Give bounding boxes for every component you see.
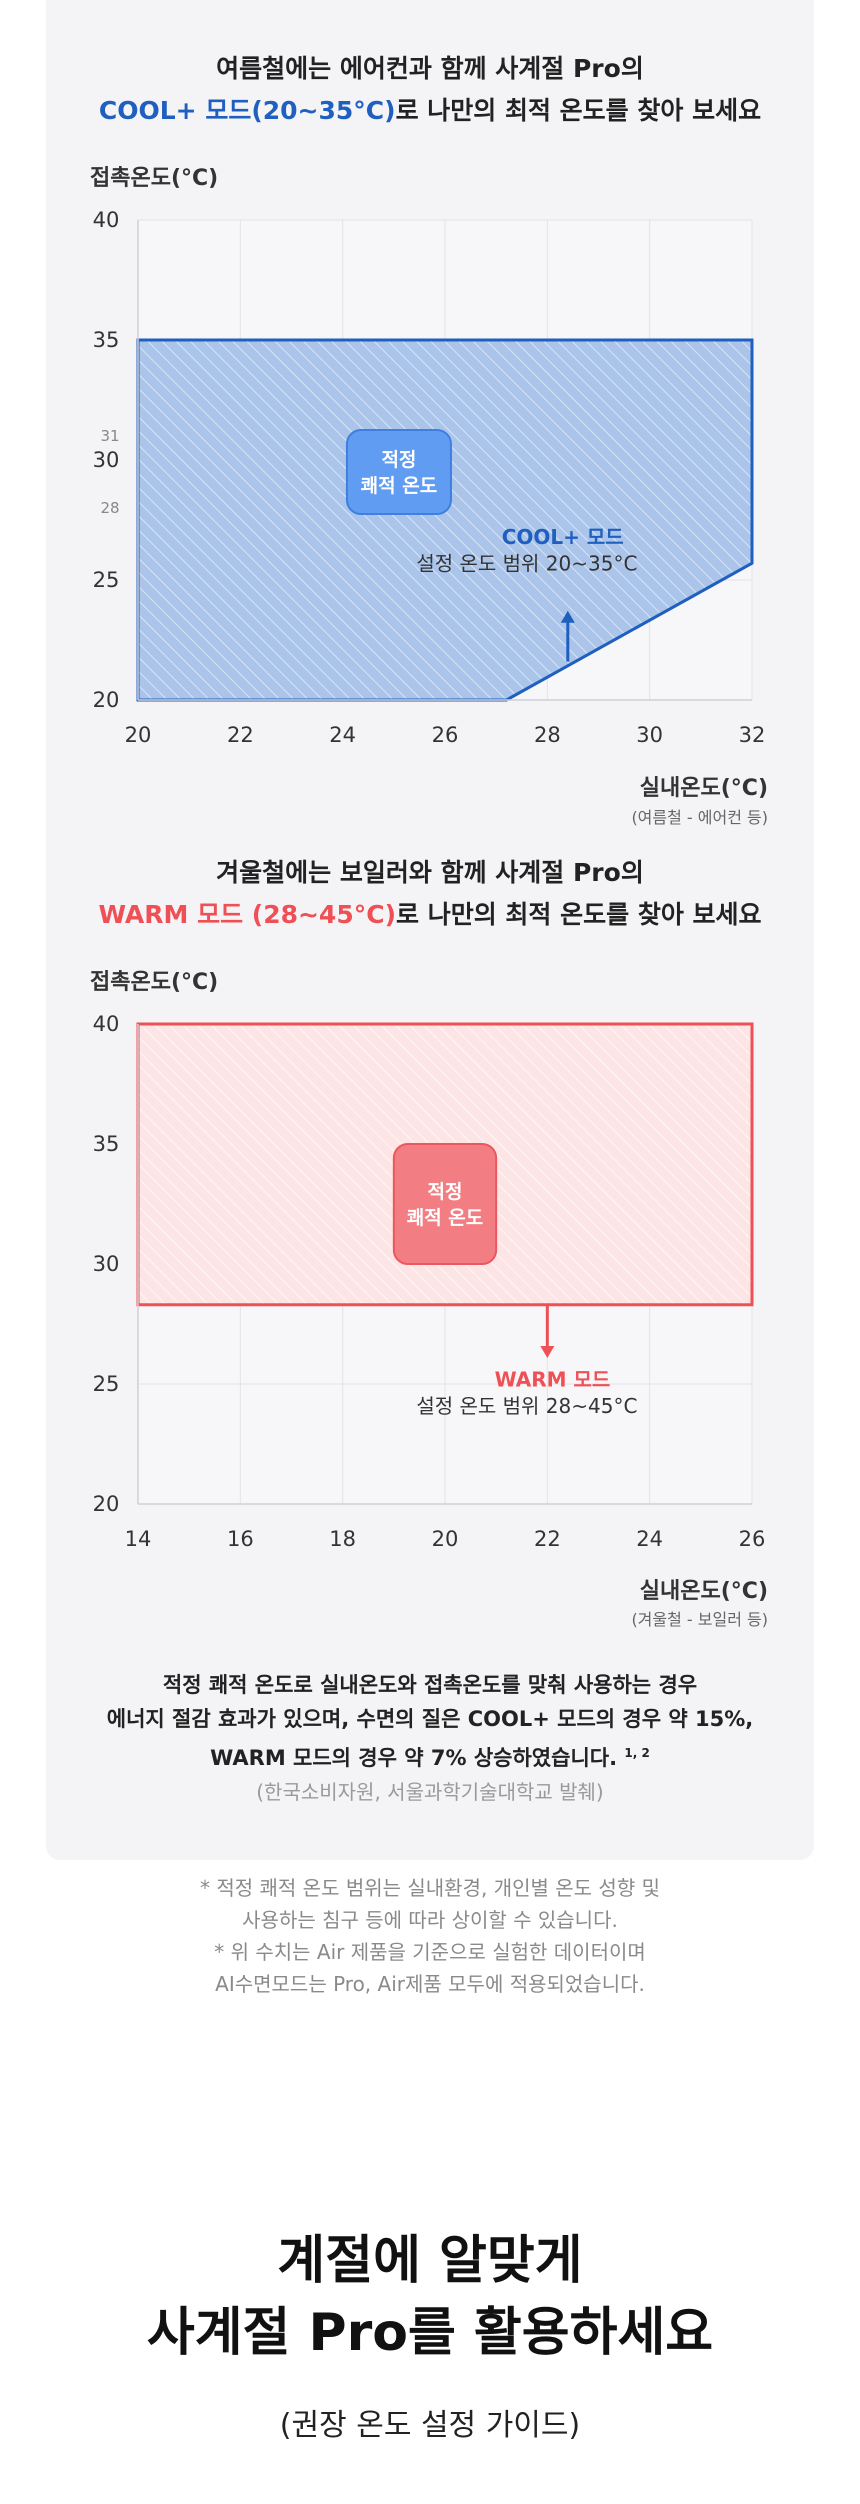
cool-x-axis-sublabel: (여름철 - 에어컨 등) (631, 808, 768, 827)
cool-y-tick-label: 20 (93, 688, 120, 712)
cool-x-tick-label: 26 (432, 723, 459, 747)
cool-optimal-box (345, 429, 452, 515)
cool-y-axis-label: 접촉온도(°C) (90, 166, 219, 191)
warm-y-tick-label: 25 (93, 1372, 120, 1396)
warm-annotation-title: WARM 모드 (495, 1367, 611, 1391)
cool-x-tick-label: 28 (534, 723, 561, 747)
cool-annotation-arrowhead (560, 610, 575, 623)
summary-line2: 에너지 절감 효과가 있으며, 수면의 질은 COOL+ 모드의 경우 약 15… (106, 1707, 754, 1731)
cool-x-tick-label: 22 (227, 723, 254, 747)
warm-x-tick-label: 16 (227, 1527, 254, 1551)
warm-chart-heading: 겨울철에는 보일러와 함께 사계절 Pro의 WARM 모드 (28~45°C)… (0, 852, 860, 936)
cool-y-tick-label: 30 (93, 448, 120, 472)
cool-heading-highlight: COOL+ 모드(20~35°C) (98, 96, 396, 125)
cool-optimal-label-line2: 쾌적 온도 (361, 475, 438, 497)
warm-y-tick-label: 30 (93, 1252, 120, 1276)
note-line: 사용하는 침구 등에 따라 상이할 수 있습니다. (242, 1908, 618, 1932)
warm-x-tick-label: 14 (125, 1527, 152, 1551)
warm-x-tick-label: 22 (534, 1527, 561, 1551)
warm-x-tick-label: 20 (432, 1527, 459, 1551)
warm-x-tick-label: 26 (739, 1527, 766, 1551)
note-line: AI수면모드는 Pro, Air제품 모두에 적용되었습니다. (215, 1972, 645, 1996)
cool-x-axis-label: 실내온도(°C) (639, 776, 768, 801)
warm-annotation-arrowhead (540, 1346, 555, 1358)
cool-y-minor-tick-label: 31 (100, 427, 119, 445)
section-title: 계절에 알맞게 사계절 Pro를 활용하세요 (0, 2225, 860, 2369)
cool-y-minor-tick-label: 28 (100, 499, 119, 517)
section-subtitle: (권장 온도 설정 가이드) (279, 2408, 581, 2443)
warm-heading-rest: 로 나만의 최적 온도를 찾아 보세요 (396, 900, 762, 929)
cool-y-tick-label: 25 (93, 568, 120, 592)
warm-x-tick-label: 24 (636, 1527, 663, 1551)
cool-y-tick-label: 35 (93, 328, 120, 352)
warm-optimal-label-line2: 쾌적 온도 (407, 1207, 484, 1229)
warm-heading-line1: 겨울철에는 보일러와 함께 사계절 Pro의 (216, 858, 644, 887)
summary-line1: 적정 쾌적 온도로 실내온도와 접촉온도를 맞춰 사용하는 경우 (162, 1673, 698, 1697)
cool-heading-rest: 로 나만의 최적 온도를 찾아 보세요 (395, 96, 762, 125)
cool-annotation-title: COOL+ 모드 (502, 525, 624, 549)
warm-x-tick-label: 18 (329, 1527, 356, 1551)
cool-heading-line1: 여름철에는 에어컨과 함께 사계절 Pro의 (216, 54, 644, 83)
section-title-line2: 사계절 Pro를 활용하세요 (146, 2303, 714, 2363)
note-line: * 위 수치는 Air 제품을 기준으로 실험한 데이터이며 (214, 1940, 646, 1964)
warm-y-tick-label: 40 (93, 1012, 120, 1036)
cool-chart-heading: 여름철에는 에어컨과 함께 사계절 Pro의 COOL+ 모드(20~35°C)… (0, 48, 860, 132)
warm-y-tick-label: 35 (93, 1132, 120, 1156)
warm-optimal-label-line1: 적정 (428, 1181, 463, 1203)
note-line: * 적정 쾌적 온도 범위는 실내환경, 개인별 온도 성향 및 (200, 1876, 660, 1900)
cool-x-tick-label: 20 (125, 723, 152, 747)
warm-optimal-box (392, 1143, 498, 1265)
summary-text: 적정 쾌적 온도로 실내온도와 접촉온도를 맞춰 사용하는 경우 에너지 절감 … (0, 1668, 860, 1775)
cool-x-tick-label: 32 (739, 723, 766, 747)
warm-y-tick-label: 20 (93, 1492, 120, 1516)
summary-line3: WARM 모드의 경우 약 7% 상승하였습니다. (210, 1746, 618, 1770)
warm-x-axis-sublabel: (겨울철 - 보일러 등) (631, 1610, 768, 1629)
cool-optimal-label-line1: 적정 (381, 449, 416, 471)
cool-annotation-text: 설정 온도 범위 20~35°C (416, 551, 637, 575)
warm-annotation-text: 설정 온도 범위 28~45°C (416, 1394, 637, 1418)
cool-y-tick-label: 40 (93, 208, 120, 232)
cool-x-tick-label: 30 (636, 723, 663, 747)
cool-x-tick-label: 24 (329, 723, 356, 747)
warm-x-axis-label: 실내온도(°C) (639, 1579, 768, 1604)
notes: * 적정 쾌적 온도 범위는 실내환경, 개인별 온도 성향 및 사용하는 침구… (0, 1872, 860, 2000)
section-title-line1: 계절에 알맞게 (277, 2231, 583, 2291)
warm-y-axis-label: 접촉온도(°C) (90, 970, 219, 995)
summary-source: (한국소비자원, 서울과학기술대학교 발췌) (256, 1780, 604, 1804)
warm-heading-highlight: WARM 모드 (28~45°C) (98, 900, 397, 929)
summary-footnote-ref: 1, 2 (624, 1746, 650, 1760)
